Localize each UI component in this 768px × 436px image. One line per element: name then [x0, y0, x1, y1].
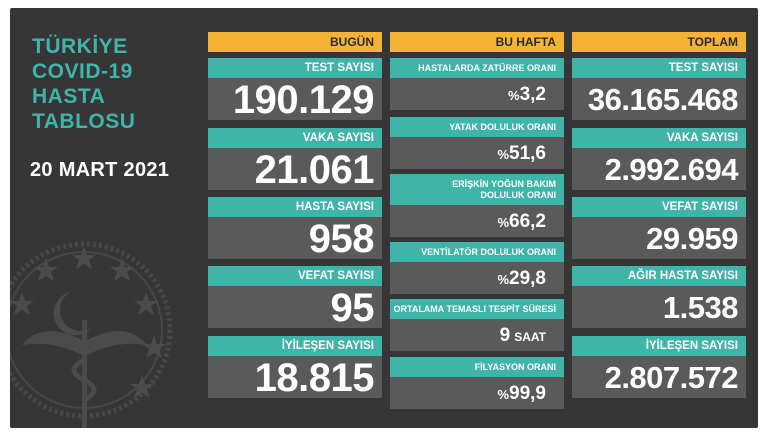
stat-label: TEST SAYISI — [572, 58, 746, 78]
stat-card: İYİLEŞEN SAYISI 18.815 — [208, 336, 382, 400]
stat-label: TEST SAYISI — [208, 58, 382, 78]
stat-value: 21.061 — [208, 148, 382, 192]
stat-card: HASTA SAYISI 958 — [208, 197, 382, 261]
rate-card: YATAK DOLULUK ORANI %51,6 — [390, 117, 564, 169]
stat-label: AĞIR HASTA SAYISI — [572, 266, 746, 286]
stat-card: AĞIR HASTA SAYISI 1.538 — [572, 266, 746, 328]
stat-card: VEFAT SAYISI 29.959 — [572, 197, 746, 259]
title-line: TÜRKİYE — [32, 35, 128, 58]
report-date: 20 MART 2021 — [30, 159, 170, 181]
title-line: COVID-19 — [32, 60, 133, 83]
rate-card: ORTALAMA TEMASLI TESPİT SÜRESİ 9 SAAT — [390, 299, 564, 351]
rate-value: 51,6 — [509, 143, 546, 164]
stat-value: 2.992.694 — [572, 148, 746, 190]
stat-label: İYİLEŞEN SAYISI — [208, 336, 382, 356]
column-header: BU HAFTA — [390, 32, 564, 52]
stat-card: VAKA SAYISI 2.992.694 — [572, 128, 746, 190]
rate-card: ERİŞKİN YOĞUN BAKIM DOLULUK ORANI %66,2 — [390, 174, 564, 237]
stat-label: VAKA SAYISI — [208, 128, 382, 148]
stat-value: 190.129 — [208, 78, 382, 122]
column-header: BUGÜN — [208, 32, 382, 52]
rate-value: 9 — [499, 325, 511, 346]
total-column: TOPLAM TEST SAYISI 36.165.468 VAKA SAYIS… — [572, 32, 746, 398]
rate-card: VENTİLATÖR DOLULUK ORANI %29,8 — [390, 242, 564, 294]
stat-value: 958 — [208, 217, 382, 261]
rate-label: VENTİLATÖR DOLULUK ORANI — [390, 242, 564, 262]
rate-label: HASTALARDA ZATÜRRE ORANI — [390, 58, 564, 78]
rate-value: 99,9 — [509, 383, 546, 404]
stat-label: HASTA SAYISI — [208, 197, 382, 217]
percent-sign: % — [508, 88, 520, 103]
rate-card: FİLYASYON ORANI %99,9 — [390, 357, 564, 409]
stat-label: VAKA SAYISI — [572, 128, 746, 148]
stat-value: 2.807.572 — [572, 356, 746, 398]
rate-label: ERİŞKİN YOĞUN BAKIM DOLULUK ORANI — [390, 174, 564, 205]
week-column: BU HAFTA HASTALARDA ZATÜRRE ORANI %3,2 Y… — [390, 32, 564, 409]
percent-sign: % — [497, 272, 510, 287]
percent-sign: % — [497, 215, 510, 230]
stat-value: 1.538 — [572, 286, 746, 328]
stat-card: TEST SAYISI 190.129 — [208, 58, 382, 122]
covid-table-board: TÜRKİYE COVID-19 HASTA TABLOSU 20 MART 2… — [10, 8, 758, 428]
stat-value: 95 — [208, 286, 382, 330]
rate-value: 3,2 — [519, 84, 546, 105]
stat-label: VEFAT SAYISI — [572, 197, 746, 217]
today-column: BUGÜN TEST SAYISI 190.129 VAKA SAYISI 21… — [208, 32, 382, 400]
title-line: TABLOSU — [32, 110, 136, 133]
stat-value: 29.959 — [572, 217, 746, 259]
rate-label: YATAK DOLULUK ORANI — [390, 117, 564, 137]
percent-sign: % — [497, 387, 510, 402]
rate-value: 66,2 — [509, 211, 546, 232]
board-title: TÜRKİYE COVID-19 HASTA TABLOSU — [32, 34, 135, 134]
percent-sign: % — [497, 147, 510, 162]
unit-label: SAAT — [514, 330, 546, 344]
stat-value: 18.815 — [208, 356, 382, 400]
stat-card: İYİLEŞEN SAYISI 2.807.572 — [572, 336, 746, 398]
stat-card: TEST SAYISI 36.165.468 — [572, 58, 746, 120]
column-header: TOPLAM — [572, 32, 746, 52]
rate-label: FİLYASYON ORANI — [390, 357, 564, 377]
title-line: HASTA — [32, 85, 106, 108]
stat-card: VAKA SAYISI 21.061 — [208, 128, 382, 192]
ministry-of-health-emblem-icon — [10, 241, 173, 428]
stat-value: 36.165.468 — [572, 78, 746, 120]
rate-label: ORTALAMA TEMASLI TESPİT SÜRESİ — [390, 299, 564, 319]
stat-card: VEFAT SAYISI 95 — [208, 266, 382, 330]
rate-card: HASTALARDA ZATÜRRE ORANI %3,2 — [390, 58, 564, 110]
stat-label: VEFAT SAYISI — [208, 266, 382, 286]
rate-value: 29,8 — [509, 268, 546, 289]
stat-label: İYİLEŞEN SAYISI — [572, 336, 746, 356]
